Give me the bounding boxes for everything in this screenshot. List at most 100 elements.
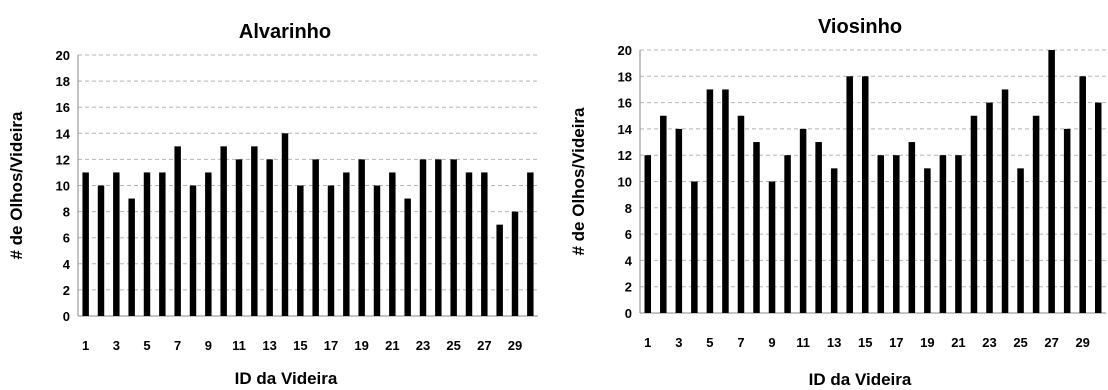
- viosinho-bar: [815, 142, 822, 313]
- viosinho-bar: [861, 76, 869, 313]
- alvarinho-bar: [343, 172, 350, 316]
- alvarinho-bar: [143, 172, 151, 316]
- viosinho-y-tick-label: 2: [625, 280, 632, 295]
- alvarinho-x-tick-label: 1: [82, 338, 89, 353]
- viosinho-y-tick-label: 8: [625, 201, 632, 216]
- viosinho-bar: [924, 168, 931, 313]
- alvarinho-bar: [419, 159, 427, 316]
- alvarinho-x-tick-label: 13: [262, 338, 276, 353]
- viosinho-bar: [1063, 128, 1071, 313]
- alvarinho-y-tick-label: 16: [56, 100, 70, 115]
- alvarinho-y-tick-label: 12: [56, 152, 70, 167]
- viosinho-x-tick-label: 15: [858, 335, 872, 350]
- alvarinho-x-tick-label: 29: [508, 338, 522, 353]
- viosinho-bar: [846, 76, 853, 313]
- alvarinho-chart: Alvarinho 0 2 4 6 8 10 12 14 16 18 20 1 3 5 7 9 11 13 15 17 1…: [7, 21, 538, 388]
- alvarinho-bar: [251, 146, 258, 316]
- viosinho-bar: [986, 102, 993, 313]
- alvarinho-bar: [297, 185, 304, 316]
- viosinho-x-tick-label: 7: [737, 335, 744, 350]
- alvarinho-bar: [358, 159, 365, 316]
- viosinho-x-tick-label: 25: [1013, 335, 1027, 350]
- alvarinho-bar: [496, 224, 503, 316]
- viosinho-x-tick-label: 3: [675, 335, 682, 350]
- viosinho-bar: [799, 128, 807, 313]
- viosinho-chart: Viosinho 0 2 4 6 8 10 12 14 16 18 20 1 3 5 7 9 11 13 15 17 19…: [554, 0, 1108, 390]
- alvarinho-x-tick-label: 9: [205, 338, 212, 353]
- viosinho-y-tick-label: 6: [625, 227, 632, 242]
- viosinho-y-tick-label: 16: [618, 96, 632, 111]
- alvarinho-x-tick-label: 17: [324, 338, 338, 353]
- alvarinho-bar: [511, 211, 519, 316]
- viosinho-bar: [722, 89, 729, 313]
- viosinho-bar: [970, 115, 978, 313]
- viosinho-bar: [660, 115, 667, 313]
- viosinho-y-tick-label: 10: [618, 175, 632, 190]
- viosinho-x-tick-label: 13: [827, 335, 841, 350]
- alvarinho-bar: [159, 172, 166, 316]
- alvarinho-bar: [527, 172, 534, 316]
- alvarinho-bar: [389, 172, 396, 316]
- viosinho-x-tick-label: 9: [768, 335, 775, 350]
- viosinho-x-tick-label: 23: [982, 335, 996, 350]
- viosinho-bar: [737, 115, 745, 313]
- alvarinho-x-tick-label: 19: [354, 338, 368, 353]
- alvarinho-bar: [266, 159, 273, 316]
- viosinho-y-tick-label: 0: [625, 306, 632, 321]
- viosinho-y-axis-label: # de Olhos/Videira: [569, 107, 588, 256]
- alvarinho-y-tick-label: 18: [56, 74, 70, 89]
- alvarinho-chart-title: Alvarinho: [239, 21, 331, 43]
- viosinho-y-tick-label: 14: [618, 122, 633, 137]
- viosinho-bar: [1048, 50, 1055, 313]
- viosinho-x-tick-label: 17: [889, 335, 903, 350]
- viosinho-bar: [955, 155, 962, 313]
- alvarinho-bar: [404, 198, 411, 316]
- viosinho-bar: [908, 142, 916, 313]
- viosinho-chart-title: Viosinho: [818, 16, 902, 38]
- alvarinho-y-tick-label: 8: [63, 205, 70, 220]
- alvarinho-bar: [235, 159, 243, 316]
- viosinho-bar: [768, 181, 776, 313]
- viosinho-bar: [691, 181, 698, 313]
- viosinho-bar: [706, 89, 714, 313]
- viosinho-bar: [1079, 76, 1086, 313]
- alvarinho-x-tick-label: 3: [113, 338, 120, 353]
- alvarinho-bar: [281, 133, 289, 316]
- alvarinho-x-axis-label: ID da Videira: [235, 369, 338, 388]
- alvarinho-bar: [174, 146, 181, 316]
- alvarinho-y-tick-label: 4: [63, 257, 71, 272]
- viosinho-x-tick-label: 11: [796, 335, 810, 350]
- viosinho-y-tick-label: 18: [618, 69, 632, 84]
- alvarinho-y-tick-label: 0: [63, 309, 70, 324]
- alvarinho-x-tick-label: 23: [416, 338, 430, 353]
- alvarinho-bar: [450, 159, 457, 316]
- viosinho-bar: [893, 155, 900, 313]
- alvarinho-bar: [327, 185, 335, 316]
- viosinho-bar: [1017, 168, 1024, 313]
- alvarinho-x-tick-label: 7: [174, 338, 181, 353]
- alvarinho-bar: [205, 172, 212, 316]
- alvarinho-bar: [312, 159, 319, 316]
- alvarinho-bar: [113, 172, 120, 316]
- viosinho-bar: [753, 142, 760, 313]
- alvarinho-y-tick-label: 20: [56, 48, 70, 63]
- alvarinho-x-tick-label: 11: [232, 338, 246, 353]
- alvarinho-x-tick-label: 15: [293, 338, 307, 353]
- alvarinho-bar: [435, 159, 442, 316]
- alvarinho-bar: [465, 172, 473, 316]
- alvarinho-x-tick-label: 21: [385, 338, 399, 353]
- alvarinho-y-tick-label: 2: [63, 283, 70, 298]
- alvarinho-x-tick-label: 27: [477, 338, 491, 353]
- viosinho-bar: [1094, 102, 1102, 313]
- viosinho-bar: [939, 155, 947, 313]
- viosinho-x-tick-label: 27: [1044, 335, 1058, 350]
- alvarinho-x-tick-label: 5: [143, 338, 150, 353]
- viosinho-bar: [830, 168, 838, 313]
- alvarinho-bar: [128, 198, 135, 316]
- alvarinho-bar: [481, 172, 488, 316]
- alvarinho-bar: [220, 146, 227, 316]
- alvarinho-bar: [82, 172, 89, 316]
- viosinho-x-tick-label: 5: [706, 335, 713, 350]
- viosinho-y-tick-label: 20: [618, 43, 632, 58]
